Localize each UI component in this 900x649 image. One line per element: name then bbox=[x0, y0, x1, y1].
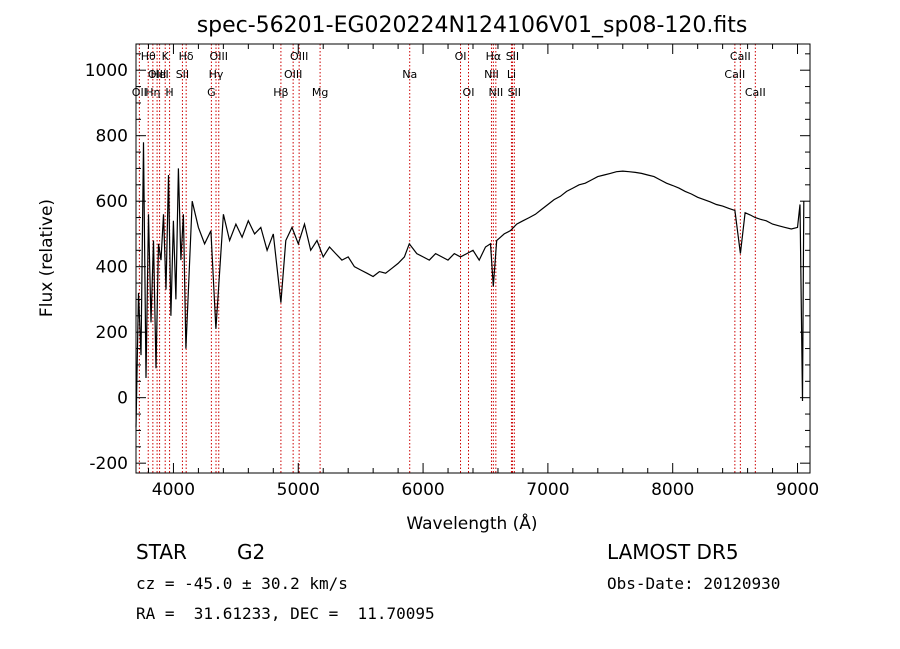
y-tick-label: 0 bbox=[117, 389, 128, 409]
spectral-line-label: Mg bbox=[312, 86, 328, 99]
spectral-line-label: HeI bbox=[150, 68, 168, 81]
x-axis-label: Wavelength (Å) bbox=[406, 512, 537, 534]
spectral-line-markers bbox=[138, 44, 756, 473]
spectral-line-labels: OIIHθHηOIIIHeIKHSIIHδGHγOIIIHβOIIIOIIIMg… bbox=[132, 50, 766, 99]
spectral-line-label: OIII bbox=[210, 50, 228, 63]
object-class: STAR bbox=[136, 540, 187, 564]
x-tick-label: 7000 bbox=[526, 480, 569, 500]
spectral-line-label: CaII bbox=[724, 68, 745, 81]
observation-date: Obs-Date: 20120930 bbox=[607, 574, 781, 593]
spectral-line-label: CaII bbox=[730, 50, 751, 63]
object-subclass: G2 bbox=[237, 540, 266, 564]
chart-title: spec-56201-EG020224N124106V01_sp08-120.f… bbox=[197, 13, 748, 38]
y-tick-label: 1000 bbox=[85, 61, 128, 81]
spectral-line-label: Hη bbox=[145, 86, 160, 99]
y-tick-label: 400 bbox=[96, 258, 128, 278]
spectral-line-label: OI bbox=[455, 50, 467, 63]
spectral-line-label: H bbox=[165, 86, 173, 99]
spectral-line-label: OIII bbox=[290, 50, 308, 63]
spectral-line-label: SII bbox=[176, 68, 189, 81]
spectral-line-label: Hα bbox=[486, 50, 502, 63]
spectral-line-label: Hγ bbox=[209, 68, 224, 81]
spectral-line-label: Hδ bbox=[179, 50, 194, 63]
velocity-readout: cz = -45.0 ± 30.2 km/s bbox=[136, 574, 348, 593]
spectral-line-label: Hθ bbox=[141, 50, 156, 63]
axis-tick-labels: 4000 5000 6000 7000 8000 9000 -200 0 200 400 600 80… bbox=[85, 61, 819, 500]
spectral-line-label: OIII bbox=[148, 68, 166, 81]
x-tick-label: 6000 bbox=[401, 480, 444, 500]
survey-name: LAMOST DR5 bbox=[607, 540, 739, 564]
sky-coordinates: RA = 31.61233, DEC = 11.70095 bbox=[136, 604, 435, 623]
y-tick-label: 200 bbox=[96, 323, 128, 343]
spectrum-series-line bbox=[135, 142, 805, 428]
y-axis-label: Flux (relative) bbox=[37, 199, 57, 317]
spectral-line-label: CaII bbox=[745, 86, 766, 99]
spectral-line-label: K bbox=[162, 50, 170, 63]
spectral-line-label: OI bbox=[463, 86, 475, 99]
axis-ticks bbox=[136, 44, 810, 473]
plot-frame bbox=[135, 43, 811, 474]
spectral-line-label: OIII bbox=[284, 68, 302, 81]
spectral-line-label: Na bbox=[402, 68, 417, 81]
y-tick-label: 800 bbox=[96, 127, 128, 147]
spectral-line-label: NII bbox=[484, 68, 499, 81]
x-tick-label: 4000 bbox=[152, 480, 195, 500]
x-tick-label: 9000 bbox=[776, 480, 819, 500]
y-tick-label: -200 bbox=[89, 454, 128, 474]
spectral-line-label: G bbox=[207, 86, 216, 99]
x-tick-label: 8000 bbox=[651, 480, 694, 500]
spectral-line-label: NII bbox=[488, 86, 503, 99]
spectral-line-label: Li bbox=[507, 68, 516, 81]
spectral-line-label: Hβ bbox=[273, 86, 288, 99]
x-tick-label: 5000 bbox=[277, 480, 320, 500]
y-tick-label: 600 bbox=[96, 192, 128, 212]
spectral-line-label: SII bbox=[508, 86, 521, 99]
spectral-line-label: SII bbox=[506, 50, 519, 63]
